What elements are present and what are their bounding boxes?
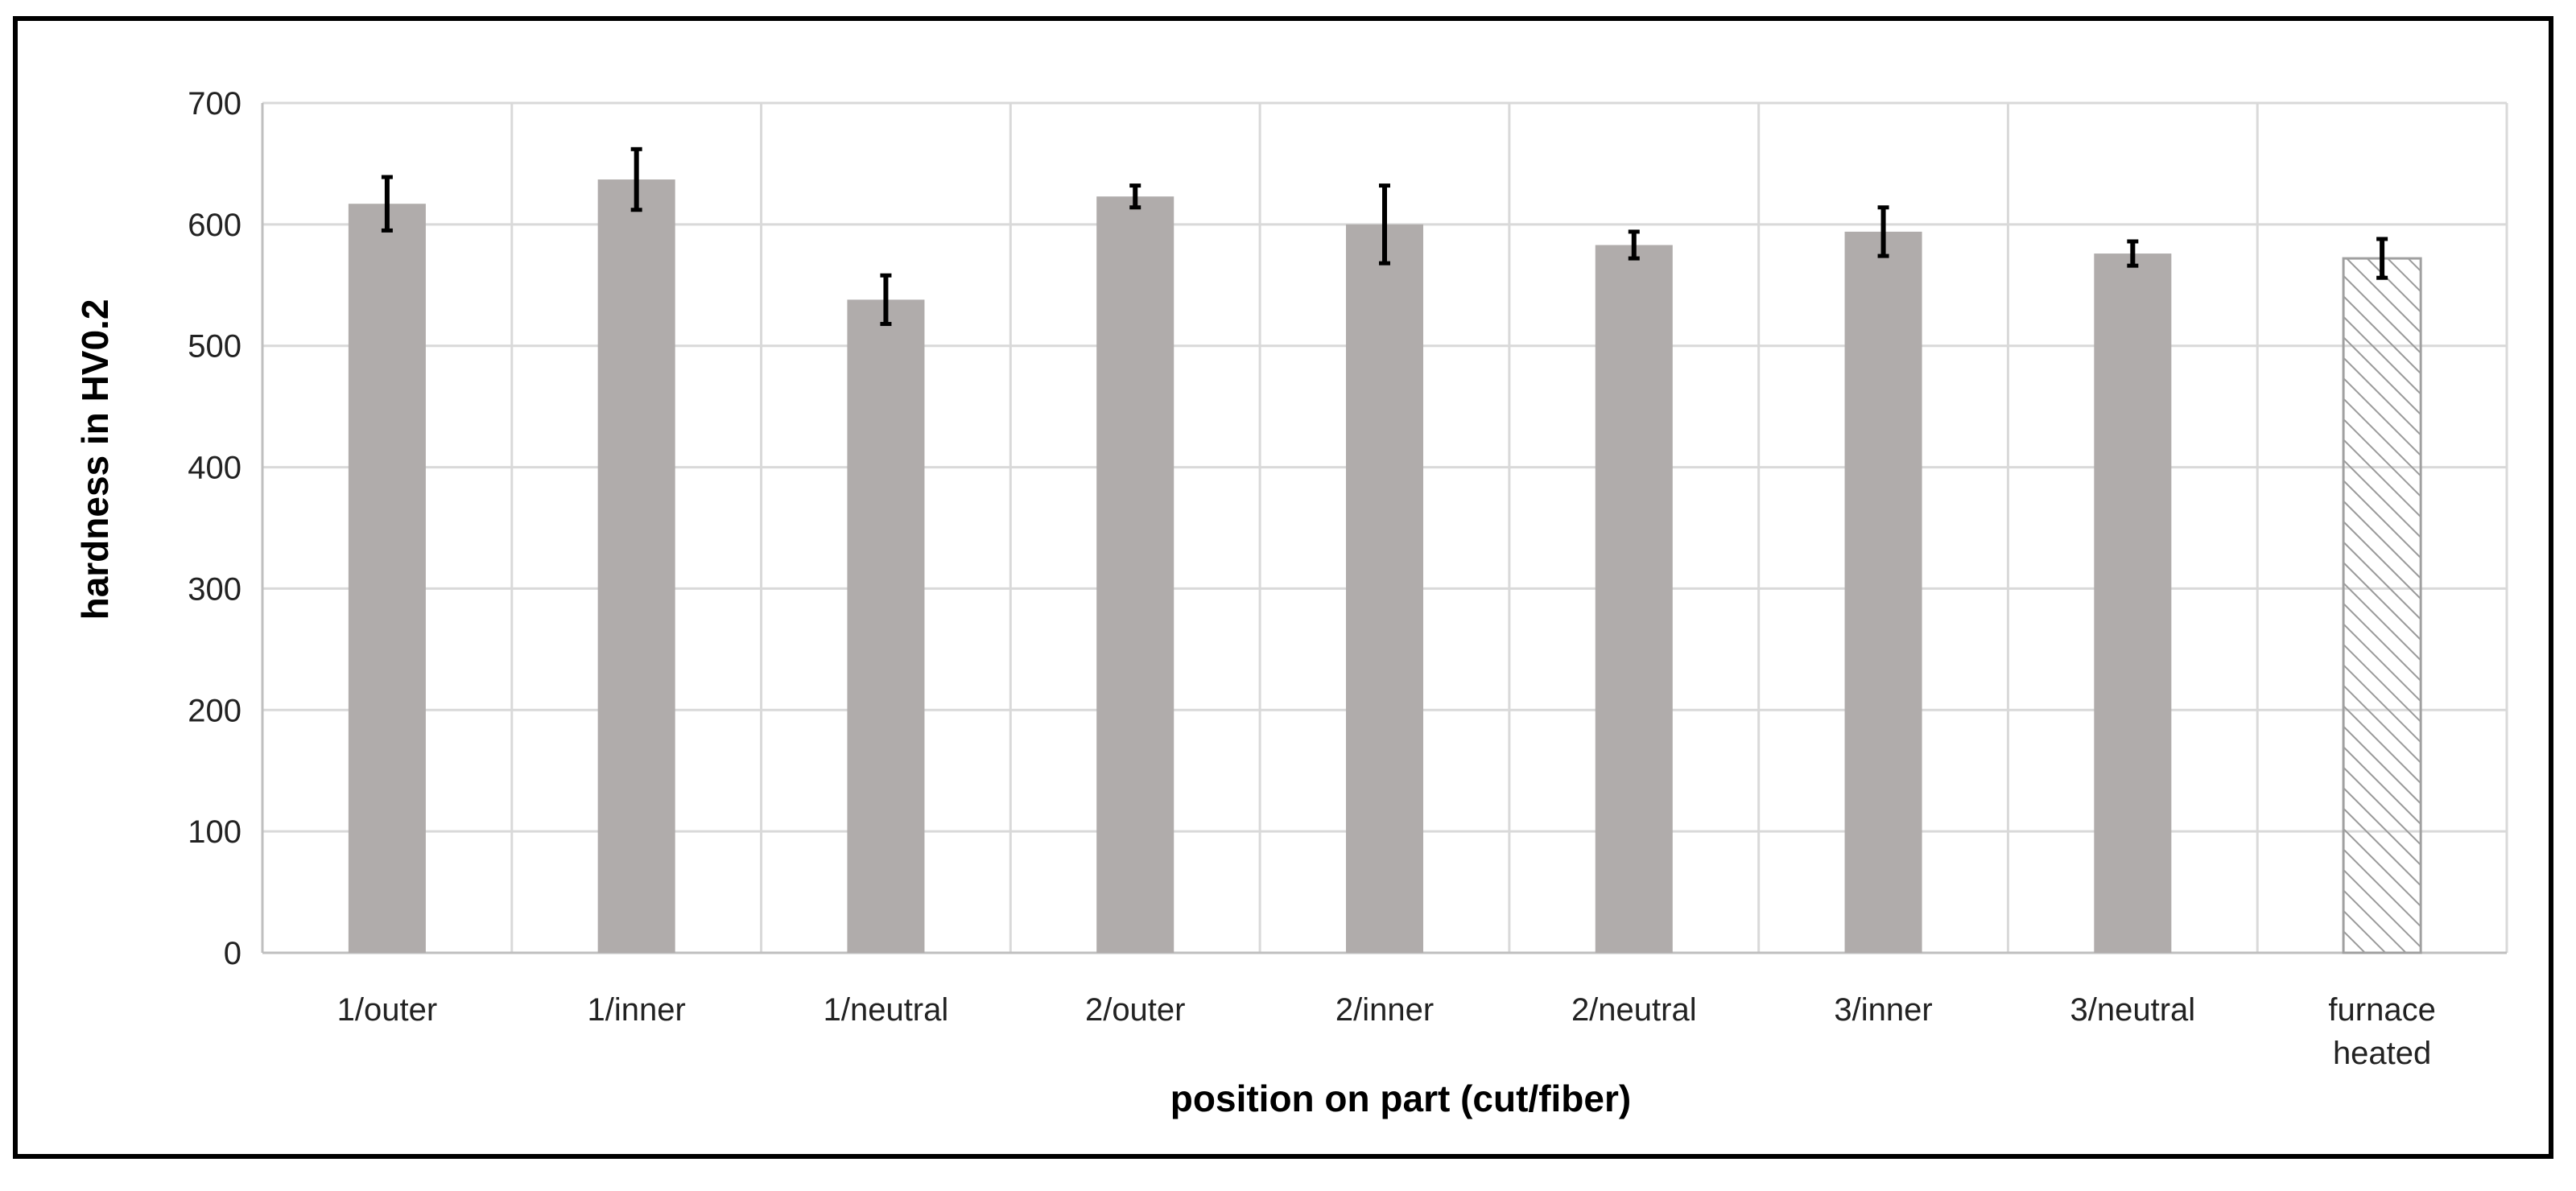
tick-labels: 0 100 200 300 400 500 600 700 1/outer 1/inner 1/ne… bbox=[188, 86, 2436, 1071]
x-tick-label: 3/neutral bbox=[2070, 992, 2195, 1028]
y-tick-label: 400 bbox=[188, 451, 242, 486]
x-tick-label: 2/neutral bbox=[1571, 992, 1697, 1028]
y-tick-label: 100 bbox=[188, 814, 242, 850]
x-tick-label: 2/outer bbox=[1085, 992, 1186, 1028]
x-axis-title: position on part (cut/fiber) bbox=[1170, 1078, 1631, 1119]
bar bbox=[847, 299, 925, 954]
y-tick-label: 300 bbox=[188, 571, 242, 607]
y-tick-label: 600 bbox=[188, 208, 242, 243]
bar bbox=[1595, 245, 1673, 953]
y-tick-label: 200 bbox=[188, 693, 242, 728]
bar bbox=[2342, 257, 2422, 954]
x-tick-label: 2/inner bbox=[1335, 992, 1434, 1028]
x-tick-label: 1/neutral bbox=[824, 992, 949, 1028]
x-tick-label: 3/inner bbox=[1834, 992, 1932, 1028]
bar bbox=[1096, 196, 1174, 953]
y-tick-label: 500 bbox=[188, 329, 242, 365]
y-tick-label: 0 bbox=[224, 936, 242, 971]
bar bbox=[597, 179, 675, 954]
bar bbox=[2094, 253, 2172, 953]
bar bbox=[1345, 224, 1424, 953]
y-tick-label: 700 bbox=[188, 86, 242, 122]
bar-chart: 0 100 200 300 400 500 600 700 1/outer 1/inner 1/ne… bbox=[74, 86, 2508, 1119]
chart-frame: 0 100 200 300 400 500 600 700 1/outer 1/inner 1/ne… bbox=[13, 16, 2553, 1159]
x-tick-label: furnace heated bbox=[2328, 992, 2435, 1071]
x-tick-label: 1/inner bbox=[588, 992, 686, 1028]
x-tick-label: 1/outer bbox=[337, 992, 438, 1028]
bar bbox=[348, 204, 426, 953]
y-axis-title: hardness in HV0.2 bbox=[74, 299, 116, 620]
bar bbox=[1844, 231, 1922, 953]
bars bbox=[348, 146, 2422, 954]
